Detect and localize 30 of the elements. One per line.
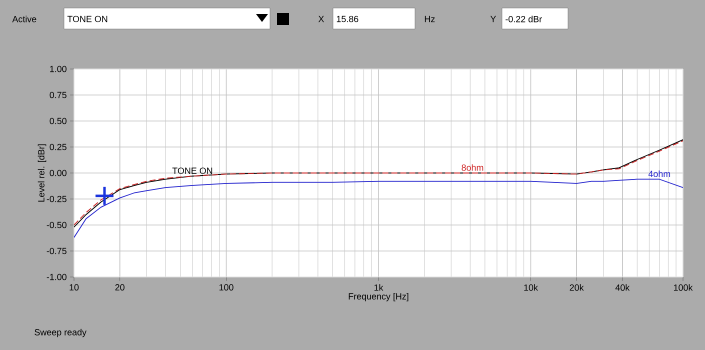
text: Y xyxy=(490,16,496,22)
y-tick-label: -0.50 xyxy=(46,222,66,228)
x-tick-label: 100k xyxy=(674,284,693,291)
text: Sweep ready xyxy=(34,328,87,338)
y-tick-label: 0.75 xyxy=(50,92,66,98)
y-tick-label: -0.75 xyxy=(46,248,66,254)
y-tick-label: -0.25 xyxy=(46,196,66,202)
text: TONE ON xyxy=(67,16,108,22)
text: X xyxy=(318,16,324,22)
y-tick-label: 1.00 xyxy=(50,66,66,72)
x-tick-label: 10k xyxy=(524,284,538,291)
text: -0.22 dBr xyxy=(506,16,542,22)
series-label: 4ohm xyxy=(648,170,670,178)
y-tick-label: 0.50 xyxy=(50,118,66,124)
text: Hz xyxy=(424,16,435,22)
y-tick-label: 0.00 xyxy=(50,170,66,176)
series-label: 8ohm xyxy=(462,164,484,171)
text: 15.86 xyxy=(336,16,358,22)
x-tick-label: 40k xyxy=(615,284,630,291)
x-tick-label: 20k xyxy=(570,284,584,291)
y-tick-label: -1.00 xyxy=(46,274,66,280)
x-tick-label: 20 xyxy=(115,284,124,291)
text: Active xyxy=(12,16,36,22)
y-axis-title: Level rel. [dBr] xyxy=(38,144,46,202)
x-tick-label: 1k xyxy=(374,284,384,291)
y-tick-label: 0.25 xyxy=(50,144,66,150)
series-label: TONE ON xyxy=(172,168,212,174)
x-tick-label: 10 xyxy=(70,284,79,291)
x-axis-title: Frequency [Hz] xyxy=(348,292,408,302)
x-tick-label: 100 xyxy=(219,284,234,291)
